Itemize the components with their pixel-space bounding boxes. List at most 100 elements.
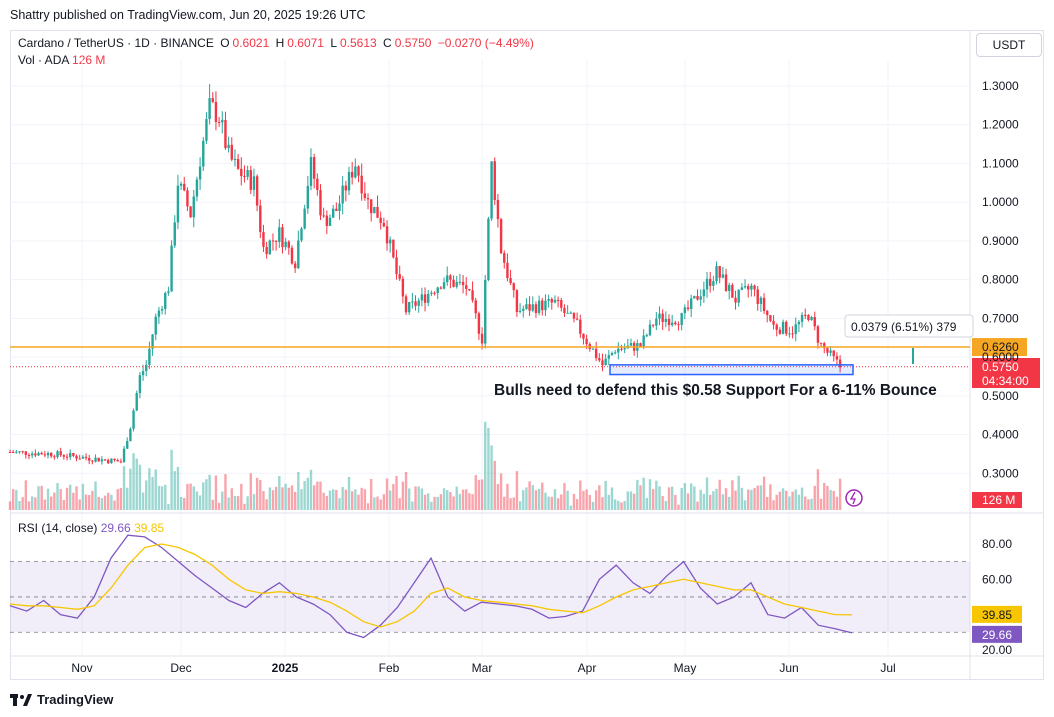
candle-body: [582, 333, 585, 339]
volume-bar: [769, 484, 772, 510]
candle-body: [335, 208, 338, 211]
rsi-title[interactable]: RSI (14, close): [18, 521, 98, 535]
volume-bar: [385, 478, 389, 510]
volume-bar: [503, 496, 506, 510]
volume-bar: [594, 490, 598, 510]
candle-body: [515, 290, 519, 313]
candle-body: [297, 240, 300, 269]
volume-bar: [18, 501, 21, 510]
volume-bar: [278, 476, 281, 510]
candle-body: [385, 226, 389, 244]
candle-body: [113, 458, 116, 461]
candle-body: [322, 215, 325, 217]
candle-body: [528, 304, 531, 311]
rsi-axis-label: 80.00: [982, 537, 1012, 551]
change-value: −0.0270 (−4.49%): [437, 36, 534, 50]
volume-bar: [835, 496, 839, 510]
candle-body: [129, 428, 132, 442]
symbol-title[interactable]: Cardano / TetherUS · 1D · BINANCE: [18, 36, 214, 50]
candle-body: [480, 333, 484, 344]
candle-body: [40, 452, 43, 455]
volume-bar: [455, 486, 458, 510]
candle-body: [167, 291, 170, 293]
candle-body: [724, 274, 728, 291]
volume-bar: [325, 495, 329, 510]
candle-body: [414, 301, 417, 306]
candle-body: [585, 338, 588, 345]
price-axis-label: 1.0000: [982, 195, 1019, 209]
candle-body: [68, 452, 72, 458]
volume-bar: [186, 483, 189, 510]
candle-body: [46, 452, 50, 456]
candle-body: [829, 350, 832, 353]
candle-body: [823, 343, 826, 349]
annotation-text: Bulls need to defend this $0.58 Support …: [494, 382, 937, 399]
volume-bar: [541, 482, 544, 510]
volume-bar: [490, 445, 493, 510]
volume-bar: [743, 500, 747, 510]
volume-bar: [762, 476, 766, 510]
candle-body: [357, 166, 360, 176]
tradingview-icon: [10, 693, 32, 706]
volume-bar: [328, 490, 332, 510]
close-value: 0.5750: [394, 36, 432, 50]
candle-body: [119, 461, 123, 463]
volume-bar: [132, 453, 135, 510]
volume-bar: [785, 490, 788, 510]
volume-bar: [642, 477, 645, 510]
volume-bar: [477, 479, 481, 510]
candle-body: [103, 459, 107, 461]
volume-bar: [423, 494, 427, 510]
tradingview-logo[interactable]: TradingView: [10, 692, 113, 707]
candle-body: [731, 284, 734, 298]
candle-body: [331, 208, 335, 218]
candle-body: [797, 321, 801, 325]
volume-bar: [487, 427, 490, 510]
price-axis-label: 1.1000: [982, 156, 1019, 170]
support-price-tag: [972, 338, 1027, 357]
candle-body: [642, 335, 645, 347]
rsi-ma-tag-label: 39.85: [982, 608, 1012, 622]
volume-bar: [49, 496, 53, 510]
candle-body: [97, 457, 100, 462]
candle-body: [198, 166, 202, 180]
candle-body: [683, 307, 687, 314]
volume-bar: [651, 489, 655, 510]
volume-bar: [192, 486, 195, 510]
candle-body: [807, 315, 810, 321]
last-price-label: 0.5750: [982, 360, 1019, 374]
candle-body: [78, 458, 81, 460]
price-axis-label: 0.4000: [982, 428, 1019, 442]
candle-body: [734, 297, 737, 303]
candle-body: [259, 205, 262, 232]
measure-label: 0.0379 (6.51%) 379: [851, 320, 957, 334]
candle-body: [699, 296, 702, 300]
volume-bar: [126, 487, 129, 510]
currency-button[interactable]: USDT: [976, 33, 1042, 57]
volume-bar: [249, 473, 252, 510]
volume-bar: [148, 468, 151, 510]
brand-name: TradingView: [37, 692, 114, 707]
volume-bar: [259, 480, 262, 510]
time-axis-label: Feb: [379, 661, 400, 675]
candle-body: [512, 283, 515, 291]
volume-bar: [648, 479, 652, 510]
volume-bar: [11, 489, 15, 510]
volume-bar: [30, 496, 34, 510]
volume-bar: [718, 479, 721, 510]
volume-bar: [145, 480, 148, 510]
volume-bar: [442, 488, 446, 510]
time-axis-label: Jun: [779, 661, 798, 675]
volume-bar: [300, 489, 303, 510]
volume-bar: [122, 466, 126, 510]
volume-bar: [274, 486, 278, 510]
candle-body: [762, 297, 766, 311]
rsi-ma-value: 39.85: [134, 521, 165, 535]
candle-body: [398, 274, 401, 279]
candle-body: [835, 356, 839, 360]
volume-bar: [243, 503, 246, 510]
candle-body: [708, 278, 712, 286]
candle-body: [230, 144, 233, 160]
volume-bar: [293, 491, 297, 510]
